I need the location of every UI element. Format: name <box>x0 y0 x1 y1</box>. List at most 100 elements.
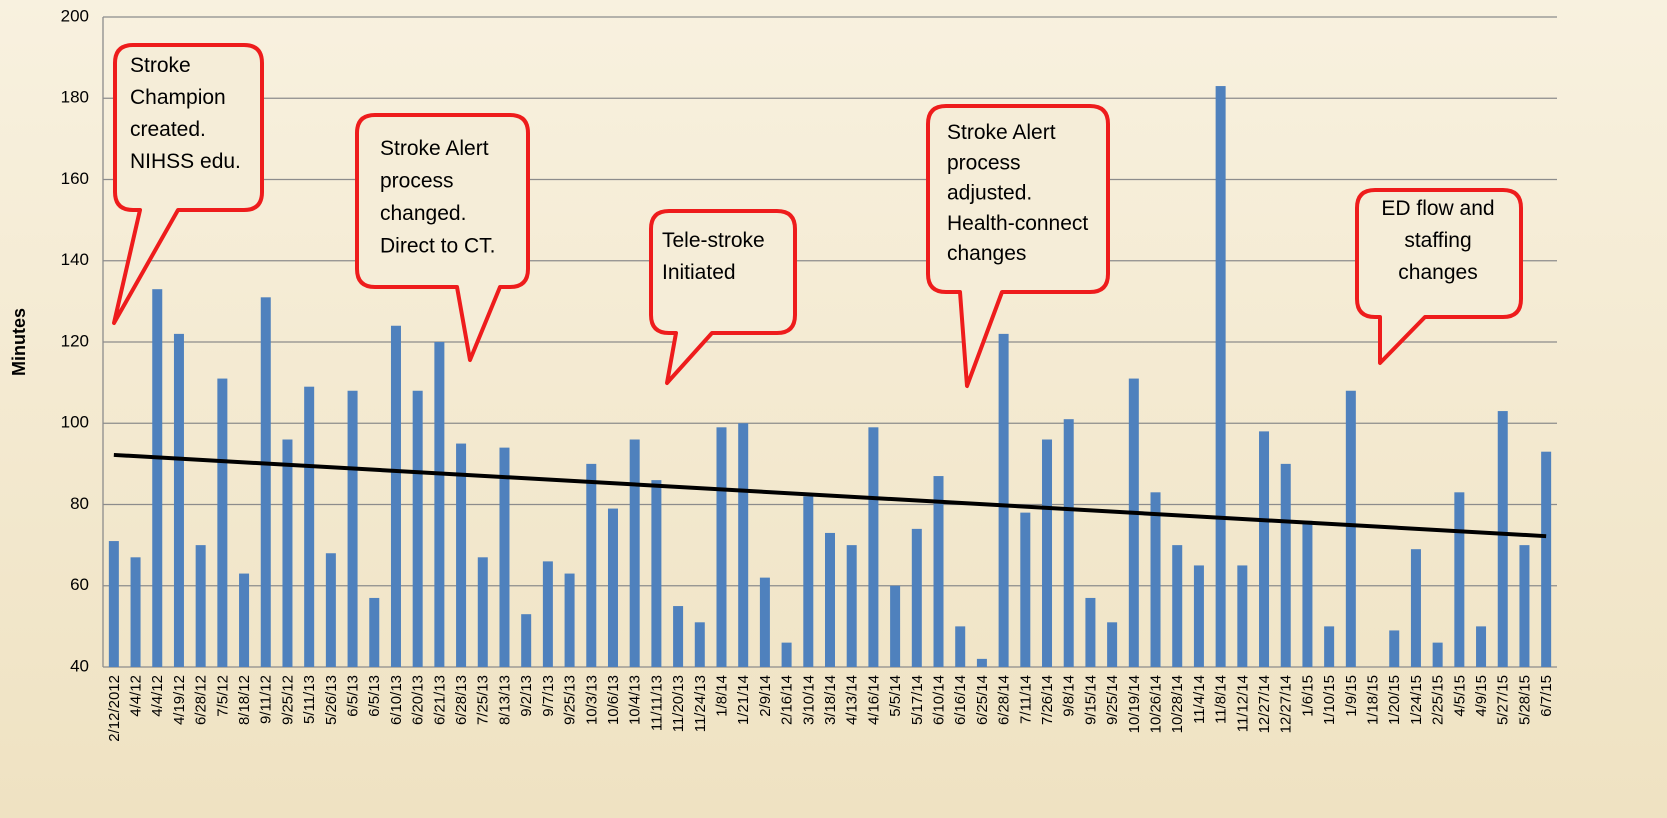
x-tick-label: 6/7/15 <box>1538 675 1555 717</box>
annotation-text: Direct to CT. <box>380 235 496 258</box>
x-tick-label: 4/9/15 <box>1473 675 1490 717</box>
bar <box>1193 565 1204 667</box>
x-tick-label: 11/4/14 <box>1191 675 1208 724</box>
bar <box>390 325 401 667</box>
x-tick-label: 1/6/15 <box>1299 675 1316 717</box>
x-tick-label: 1/9/15 <box>1343 675 1360 717</box>
bar <box>1476 626 1487 667</box>
bar <box>217 378 228 667</box>
x-tick-label: 5/27/15 <box>1495 675 1512 725</box>
trendline <box>113 452 1547 539</box>
bar <box>1085 597 1096 667</box>
x-tick-label: 9/8/14 <box>1061 675 1078 717</box>
x-tick-label: 1/20/15 <box>1386 675 1403 725</box>
bar <box>239 573 250 667</box>
x-tick-label: 12/27/14 <box>1278 675 1295 733</box>
annotation-text: staffing <box>1404 229 1471 252</box>
x-tick-label: 5/28/15 <box>1516 675 1533 725</box>
bar <box>1497 411 1508 667</box>
bar <box>1215 86 1226 667</box>
x-tick-label: 9/2/13 <box>518 675 535 717</box>
bar <box>868 427 879 667</box>
x-tick-label: 6/5/13 <box>366 675 383 717</box>
bar <box>1410 549 1421 667</box>
bar <box>1150 492 1161 667</box>
x-tick-label: 10/19/14 <box>1126 675 1143 733</box>
bar <box>347 390 358 667</box>
x-tick-label: 9/11/12 <box>258 675 275 724</box>
x-tick-label: 11/8/14 <box>1213 675 1230 724</box>
x-tick-label: 6/28/13 <box>453 675 470 725</box>
x-tick-label: 5/26/13 <box>323 675 340 725</box>
bar <box>651 480 662 667</box>
x-tick-label: 1/21/14 <box>735 675 752 725</box>
annotation-text: Champion <box>130 86 226 109</box>
callout <box>112 43 264 325</box>
x-tick-label: 11/12/14 <box>1234 675 1251 732</box>
bar <box>1519 545 1530 667</box>
x-tick-label: 10/4/13 <box>627 675 644 725</box>
x-tick-label: 2/25/15 <box>1430 675 1447 725</box>
bar <box>477 557 488 667</box>
x-tick-label: 6/10/13 <box>388 675 405 725</box>
x-tick-label: 3/18/14 <box>822 675 839 725</box>
y-tick-label: 40 <box>70 656 89 675</box>
bar <box>434 342 445 667</box>
bar <box>325 553 336 667</box>
bar <box>1432 642 1443 667</box>
bar <box>1541 451 1552 667</box>
bar <box>911 528 922 667</box>
annotation-text: Stroke Alert <box>947 121 1056 144</box>
annotation-text: created. <box>130 118 206 141</box>
bar <box>108 541 119 667</box>
x-tick-label: 4/16/14 <box>865 675 882 725</box>
annotation-text: adjusted. <box>947 182 1032 205</box>
bar <box>586 463 597 667</box>
bar <box>781 642 792 667</box>
bar <box>890 585 901 667</box>
bar <box>282 439 293 667</box>
annotation-text: Initiated <box>662 261 736 284</box>
x-tick-label: 6/16/14 <box>952 675 969 725</box>
x-tick-label: 4/5/15 <box>1451 675 1468 717</box>
y-tick-label: 140 <box>61 250 89 269</box>
x-tick-label: 9/15/14 <box>1082 675 1099 725</box>
x-tick-label: 5/11/13 <box>301 675 318 724</box>
x-tick-label: 11/11/13 <box>648 675 665 731</box>
x-tick-label: 10/28/14 <box>1169 675 1186 733</box>
bar <box>152 289 163 667</box>
x-tick-label: 11/24/13 <box>692 675 709 732</box>
x-tick-label: 8/18/12 <box>236 675 253 725</box>
x-tick-label: 9/25/14 <box>1104 675 1121 725</box>
bar <box>564 573 575 667</box>
x-tick-label: 1/24/15 <box>1408 675 1425 725</box>
bar <box>412 390 423 667</box>
bar <box>976 658 987 667</box>
bar <box>825 532 835 667</box>
annotation-text: Stroke Alert <box>380 137 489 160</box>
x-tick-label: 9/7/13 <box>540 675 557 717</box>
bar <box>759 577 770 667</box>
bar <box>694 622 705 667</box>
bar <box>803 496 814 667</box>
x-tick-label: 10/3/13 <box>583 675 600 725</box>
bar <box>521 614 532 667</box>
bar <box>1237 565 1248 667</box>
x-tick-label: 10/6/13 <box>605 675 622 725</box>
x-tick-label: 10/26/14 <box>1147 675 1164 733</box>
x-tick-label: 7/25/13 <box>475 675 492 725</box>
annotation-text: changes <box>947 242 1026 265</box>
x-tick-label: 7/26/14 <box>1039 675 1056 725</box>
bar <box>998 333 1009 667</box>
y-tick-label: 100 <box>61 413 89 432</box>
x-tick-label: 7/11/14 <box>1017 675 1034 724</box>
x-tick-label: 6/28/14 <box>996 675 1013 725</box>
x-tick-label: 6/25/14 <box>974 675 991 725</box>
x-tick-label: 2/16/14 <box>779 675 796 725</box>
bar <box>456 443 467 667</box>
bar <box>130 557 141 667</box>
x-tick-label: 9/25/13 <box>562 675 579 725</box>
bar <box>1172 545 1183 667</box>
bar <box>195 545 206 667</box>
